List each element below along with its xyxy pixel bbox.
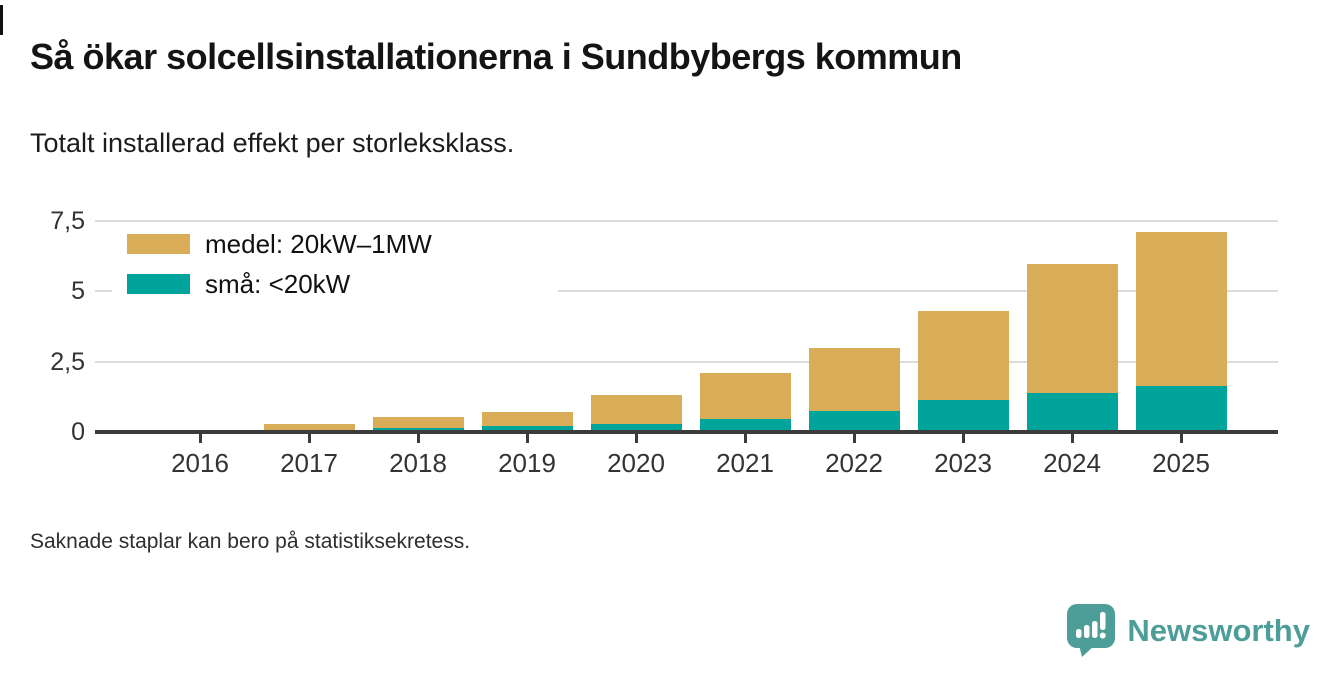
- legend-label: medel: 20kW–1MW: [205, 228, 432, 259]
- bar-segment-2024: [1026, 263, 1118, 394]
- y-axis-tick-label: 0: [71, 418, 85, 446]
- legend-item: medel: 20kW–1MW: [112, 224, 558, 264]
- x-axis-tick-label: 2022: [825, 448, 883, 478]
- x-axis-tick: [961, 434, 965, 443]
- x-axis-tick-label: 2023: [934, 448, 992, 478]
- newsworthy-logo-icon: [1067, 604, 1116, 657]
- bar-segment-2021: [699, 419, 791, 432]
- page-title: Så ökar solcellsinstallationerna i Sundb…: [30, 36, 962, 77]
- x-axis-line: [95, 430, 1278, 434]
- bar-segment-2025: [1135, 386, 1227, 432]
- y-axis-tick-label: 2,5: [50, 347, 85, 376]
- bar-segment-2019: [481, 411, 573, 427]
- bar-segment-2023: [917, 399, 1009, 432]
- bar-segment-2019: [481, 426, 573, 432]
- bar-segment-2022: [808, 411, 900, 432]
- bar-segment-2020: [590, 395, 682, 424]
- y-axis-tick-label: 5: [71, 277, 85, 306]
- legend-swatch: [127, 234, 190, 254]
- newsworthy-logo-text: Newsworthy: [1127, 613, 1310, 648]
- legend-swatch: [127, 274, 190, 294]
- x-axis-tick-label: 2018: [389, 448, 447, 478]
- gridline-5: [95, 290, 1278, 293]
- gridline-7,5: [95, 220, 1278, 222]
- x-axis-tick: [525, 434, 529, 443]
- bar-segment-2018: [372, 427, 464, 432]
- page-subtitle: Totalt installerad effekt per storlekskl…: [30, 128, 515, 158]
- bar-segment-2020: [590, 423, 682, 432]
- x-axis-tick-label: 2020: [607, 448, 665, 478]
- gridline-2,5: [95, 360, 1278, 363]
- bar-segment-2024: [1026, 393, 1118, 432]
- chart-legend: medel: 20kW–1MW små: <20kW: [112, 224, 558, 304]
- x-axis-tick: [416, 434, 420, 443]
- x-axis-tick-label: 2017: [280, 448, 338, 478]
- x-axis-tick-label: 2019: [498, 448, 556, 478]
- x-axis-tick: [1070, 434, 1074, 443]
- x-axis-tick: [852, 434, 856, 443]
- x-axis-tick: [634, 434, 638, 443]
- bar-segment-2023: [917, 311, 1009, 400]
- x-axis-tick-label: 2025: [1152, 448, 1210, 478]
- bar-segment-2018: [372, 416, 464, 428]
- x-axis-tick: [198, 434, 202, 443]
- x-axis-tick-label: 2021: [716, 448, 774, 478]
- x-axis-tick: [307, 434, 311, 443]
- chart-footnote: Saknade staplar kan bero på statistiksek…: [30, 530, 471, 553]
- x-axis-tick: [1179, 434, 1183, 443]
- newsworthy-logo: Newsworthy: [1067, 604, 1310, 658]
- y-axis-tick-label: 7,5: [50, 207, 85, 235]
- bar-segment-2025: [1135, 231, 1227, 387]
- x-axis-tick-label: 2016: [171, 448, 229, 478]
- bar-segment-2021: [699, 372, 791, 420]
- x-axis-tick: [743, 434, 747, 443]
- bar-segment-2022: [808, 348, 900, 412]
- legend-label: små: <20kW: [205, 268, 351, 299]
- legend-item: små: <20kW: [112, 264, 558, 304]
- x-axis-tick-label: 2024: [1043, 448, 1101, 478]
- text-cursor-artifact: [0, 5, 3, 35]
- bar-segment-2017: [263, 424, 355, 431]
